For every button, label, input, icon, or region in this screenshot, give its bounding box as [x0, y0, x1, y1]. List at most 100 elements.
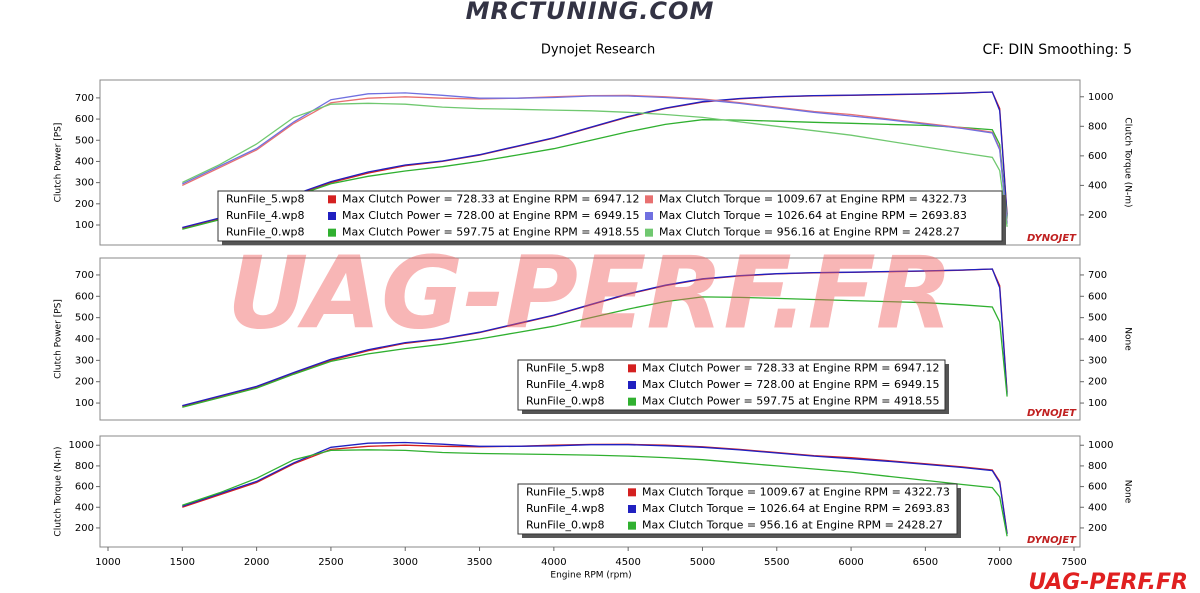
y-tick-label: 800: [75, 461, 94, 472]
x-tick-label: 3000: [393, 557, 418, 568]
y2-tick-label: 400: [1088, 334, 1107, 345]
y2-tick-label: 1000: [1088, 92, 1113, 103]
y-tick-label: 500: [75, 313, 94, 324]
y-tick-label: 600: [75, 482, 94, 493]
y2-tick-label: 200: [1088, 523, 1107, 534]
y-tick-label: 400: [75, 156, 94, 167]
legend-swatch: [328, 228, 336, 237]
data-line: [182, 102, 1008, 227]
y-tick-label: 500: [75, 135, 94, 146]
data-line: [182, 268, 1008, 407]
x-tick-label: 5000: [690, 557, 715, 568]
y-tick-label: 1000: [69, 440, 94, 451]
x-tick-label: 6500: [913, 557, 938, 568]
legend-file: RunFile_5.wp8: [226, 192, 304, 205]
legend-file: RunFile_5.wp8: [526, 361, 604, 374]
y-tick-label: 400: [75, 502, 94, 513]
y-tick-label: 300: [75, 355, 94, 366]
y-axis-title: Clutch Power [PS]: [54, 123, 64, 203]
y-tick-label: 300: [75, 178, 94, 189]
legend-swatch: [628, 505, 636, 513]
header-title: Dynojet Research: [541, 43, 655, 58]
data-line: [182, 449, 1008, 537]
y-tick-label: 200: [75, 377, 94, 388]
legend-label: Max Clutch Power = 597.75 at Engine RPM …: [342, 226, 639, 239]
legend-label: Max Clutch Power = 728.33 at Engine RPM …: [642, 361, 939, 374]
y2-axis-title: None: [1123, 327, 1133, 351]
legend-label: Max Clutch Torque = 956.16 at Engine RPM…: [642, 519, 943, 532]
legend-swatch: [628, 381, 636, 389]
legend-label: Max Clutch Power = 597.75 at Engine RPM …: [642, 395, 939, 408]
y-axis-title: Clutch Torque (N-m): [54, 446, 64, 536]
legend-swatch: [645, 228, 653, 237]
y2-tick-label: 400: [1088, 502, 1107, 513]
legend-file: RunFile_5.wp8: [526, 485, 604, 498]
y-tick-label: 100: [75, 220, 94, 231]
legend-label: Max Clutch Power = 728.00 at Engine RPM …: [342, 209, 639, 222]
legend-file: RunFile_4.wp8: [226, 209, 304, 222]
y2-tick-label: 600: [1088, 482, 1107, 493]
legend-label: Max Clutch Torque = 1009.67 at Engine RP…: [642, 485, 950, 498]
legend-swatch: [328, 212, 336, 220]
y2-tick-label: 200: [1088, 210, 1107, 221]
y-tick-label: 700: [75, 93, 94, 104]
watermark: UAG-PERF.FR: [227, 234, 953, 351]
panel-logo: DYNOJET: [1027, 233, 1077, 244]
x-tick-label: 2500: [318, 557, 343, 568]
panel-logo: DYNOJET: [1027, 408, 1077, 419]
legend-label: Max Clutch Torque = 1009.67 at Engine RP…: [659, 192, 967, 205]
x-tick-label: 1000: [95, 557, 120, 568]
legend-label: Max Clutch Power = 728.33 at Engine RPM …: [342, 192, 639, 205]
y-tick-label: 400: [75, 334, 94, 345]
legend-box: [517, 483, 958, 535]
x-tick-label: 4500: [615, 557, 640, 568]
y-tick-label: 100: [75, 398, 94, 409]
y2-tick-label: 100: [1088, 398, 1107, 409]
header-logo: MRCTUNING.COM: [466, 0, 715, 25]
legend-label: Max Clutch Torque = 956.16 at Engine RPM…: [659, 226, 960, 239]
y-tick-label: 200: [75, 199, 94, 210]
y2-tick-label: 600: [1088, 151, 1107, 162]
y2-tick-label: 300: [1088, 355, 1107, 366]
y2-tick-label: 600: [1088, 291, 1107, 302]
x-tick-label: 1500: [170, 557, 195, 568]
legend-label: Max Clutch Power = 728.00 at Engine RPM …: [642, 378, 939, 391]
legend-file: RunFile_0.wp8: [526, 395, 604, 408]
y2-tick-label: 700: [1088, 270, 1107, 281]
y-axis-title: Clutch Power [PS]: [54, 299, 64, 379]
legend-swatch: [645, 195, 653, 204]
y-tick-label: 600: [75, 114, 94, 125]
legend-swatch: [628, 488, 636, 497]
header-settings: CF: DIN Smoothing: 5: [983, 42, 1132, 58]
footer-logo: UAG-PERF.FR: [1028, 570, 1188, 593]
x-tick-label: 4000: [541, 557, 566, 568]
y2-tick-label: 800: [1088, 461, 1107, 472]
data-line: [182, 92, 1008, 224]
legend-swatch: [628, 521, 636, 530]
legend-label: Max Clutch Torque = 1026.64 at Engine RP…: [659, 209, 967, 222]
plots: 100 200 300 400 500 600 700 200 400 600 800 1000 Clu…: [54, 79, 1133, 581]
data-line: [182, 119, 1008, 230]
x-tick-label: 7500: [1061, 557, 1086, 568]
x-tick-label: 7000: [987, 557, 1012, 568]
y2-tick-label: 1000: [1088, 440, 1113, 451]
y2-tick-label: 200: [1088, 377, 1107, 388]
legend-file: RunFile_4.wp8: [526, 502, 604, 515]
y2-axis-title: Clutch Torque (N-m): [1123, 117, 1133, 207]
data-line: [182, 91, 1008, 229]
y-tick-label: 600: [75, 291, 94, 302]
data-line: [182, 296, 1008, 408]
x-tick-label: 5500: [764, 557, 789, 568]
legend-box: [517, 359, 946, 411]
y2-tick-label: 400: [1088, 180, 1107, 191]
y-tick-label: 200: [75, 523, 94, 534]
legend-box: [217, 190, 1003, 242]
y2-axis-title: None: [1123, 480, 1133, 504]
legend-file: RunFile_0.wp8: [226, 226, 304, 239]
legend-label: Max Clutch Torque = 1026.64 at Engine RP…: [642, 502, 950, 515]
panel-logo: DYNOJET: [1027, 535, 1077, 546]
legend-file: RunFile_0.wp8: [526, 519, 604, 532]
y-tick-label: 700: [75, 270, 94, 281]
x-axis-title: Engine RPM (rpm): [550, 571, 631, 581]
